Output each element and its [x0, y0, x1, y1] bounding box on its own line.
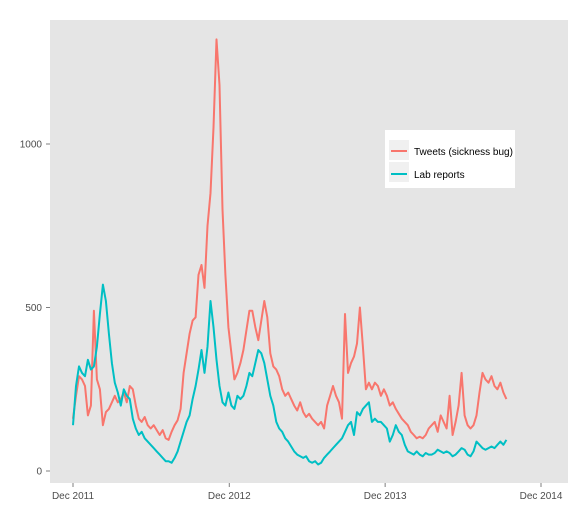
legend-key-background	[389, 162, 409, 182]
x-tick-label: Dec 2014	[520, 491, 563, 502]
x-tick-label: Dec 2011	[52, 491, 95, 502]
series-layer	[72, 38, 508, 466]
x-tick-label: Dec 2012	[208, 491, 251, 502]
y-tick-label: 0	[36, 467, 42, 478]
series-line-tweets	[72, 38, 508, 441]
x-tick-label: Dec 2013	[364, 491, 407, 502]
legend-label-lab-reports: Lab reports	[414, 170, 465, 181]
y-axis: 0 500 1000	[20, 140, 50, 478]
legend: Tweets (sickness bug) Lab reports	[385, 130, 515, 188]
x-axis: Dec 2011 Dec 2012 Dec 2013 Dec 2014	[52, 483, 563, 502]
y-tick-label: 500	[25, 303, 42, 314]
legend-label-tweets: Tweets (sickness bug)	[414, 147, 513, 158]
series-line-lab-reports	[72, 283, 508, 466]
y-tick-label: 1000	[20, 140, 43, 151]
